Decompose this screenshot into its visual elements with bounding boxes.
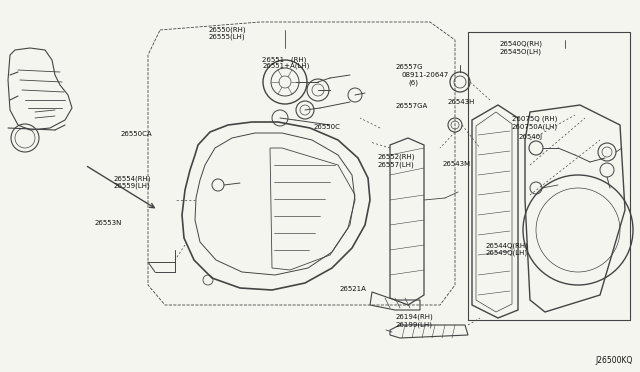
Text: 26554(RH): 26554(RH) [114, 175, 152, 182]
Text: 26551+A(LH): 26551+A(LH) [262, 63, 310, 70]
Text: 26557(LH): 26557(LH) [378, 161, 414, 168]
Text: 26540J: 26540J [518, 134, 543, 140]
Text: 26551   (RH): 26551 (RH) [262, 56, 307, 63]
Text: 26550(RH): 26550(RH) [209, 26, 246, 33]
Text: 26550C: 26550C [314, 124, 340, 130]
Text: 26543H: 26543H [448, 99, 476, 105]
Text: 260750A(LH): 260750A(LH) [512, 123, 558, 130]
Text: 08911-20647: 08911-20647 [402, 72, 449, 78]
Text: 26552(RH): 26552(RH) [378, 154, 415, 160]
Text: 26075Q (RH): 26075Q (RH) [512, 116, 557, 122]
Text: 26549Q(LH): 26549Q(LH) [485, 250, 527, 256]
Text: 26557GA: 26557GA [396, 103, 428, 109]
Text: 26557G: 26557G [396, 64, 423, 70]
Text: 26540Q(RH): 26540Q(RH) [499, 41, 542, 47]
Text: 26550CA: 26550CA [120, 131, 152, 137]
Text: 26521A: 26521A [339, 286, 366, 292]
Text: 26553N: 26553N [95, 220, 122, 226]
Text: J26500KQ: J26500KQ [595, 356, 632, 365]
Text: 26194(RH): 26194(RH) [396, 314, 433, 320]
Text: 26199(LH): 26199(LH) [396, 321, 433, 328]
Text: 26544Q(RH): 26544Q(RH) [485, 242, 528, 249]
Text: 26559(LH): 26559(LH) [114, 182, 150, 189]
Text: (6): (6) [408, 79, 419, 86]
Text: 26543M: 26543M [443, 161, 471, 167]
Text: 26555(LH): 26555(LH) [209, 34, 246, 41]
Text: 26545O(LH): 26545O(LH) [499, 48, 541, 55]
